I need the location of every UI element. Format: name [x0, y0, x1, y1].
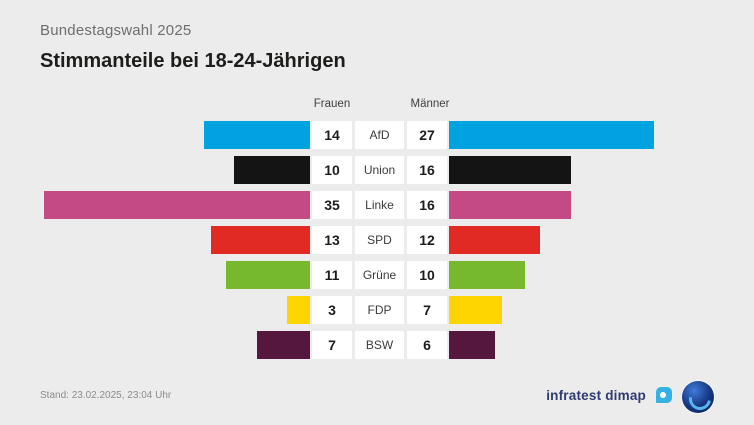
frauen-value: 7 [312, 331, 352, 359]
footer-brand: infratest dimap [546, 381, 714, 413]
kicker: Bundestagswahl 2025 [40, 22, 192, 39]
party-label: FDP [355, 296, 404, 324]
maenner-value: 27 [407, 121, 447, 149]
party-label: BSW [355, 331, 404, 359]
frauen-value: 13 [312, 226, 352, 254]
maenner-value: 16 [407, 156, 447, 184]
frauen-value: 14 [312, 121, 352, 149]
frauen-bar [211, 226, 310, 254]
frauen-bar [287, 296, 310, 324]
maenner-value: 7 [407, 296, 447, 324]
maenner-value: 16 [407, 191, 447, 219]
column-header-maenner: Männer [410, 98, 450, 110]
frauen-value: 3 [312, 296, 352, 324]
maenner-value: 6 [407, 331, 447, 359]
maenner-bar [449, 156, 571, 184]
maenner-bar [449, 121, 655, 149]
chart-row: 10 Union 16 [0, 156, 754, 184]
ard-logo-icon [682, 381, 714, 413]
frauen-bar [234, 156, 310, 184]
frauen-bar [226, 261, 310, 289]
dimap-logo-icon [656, 387, 672, 403]
frauen-value: 10 [312, 156, 352, 184]
frauen-bar [203, 121, 310, 149]
page-title: Stimmanteile bei 18-24-Jährigen [40, 50, 346, 72]
frauen-value: 11 [312, 261, 352, 289]
chart-row: 35 Linke 16 [0, 191, 754, 219]
chart-row: 3 FDP 7 [0, 296, 754, 324]
timestamp: Stand: 23.02.2025, 23:04 Uhr [40, 390, 172, 401]
maenner-bar [449, 191, 571, 219]
frauen-value: 35 [312, 191, 352, 219]
maenner-bar [449, 331, 495, 359]
maenner-bar [449, 296, 503, 324]
column-header-frauen: Frauen [313, 98, 351, 110]
maenner-bar [449, 261, 525, 289]
chart-row: 14 AfD 27 [0, 121, 754, 149]
party-label: Linke [355, 191, 404, 219]
party-label: Grüne [355, 261, 404, 289]
frauen-bar [256, 331, 310, 359]
maenner-value: 12 [407, 226, 447, 254]
chart-row: 11 Grüne 10 [0, 261, 754, 289]
chart-row: 7 BSW 6 [0, 331, 754, 359]
party-label: Union [355, 156, 404, 184]
party-label: SPD [355, 226, 404, 254]
maenner-value: 10 [407, 261, 447, 289]
chart-row: 13 SPD 12 [0, 226, 754, 254]
infratest-dimap-wordmark: infratest dimap [546, 387, 646, 403]
maenner-bar [449, 226, 541, 254]
party-label: AfD [355, 121, 404, 149]
chart-rows: 14 AfD 27 10 Union 16 35 Linke 16 13 SPD… [0, 121, 754, 366]
frauen-bar [44, 191, 310, 219]
